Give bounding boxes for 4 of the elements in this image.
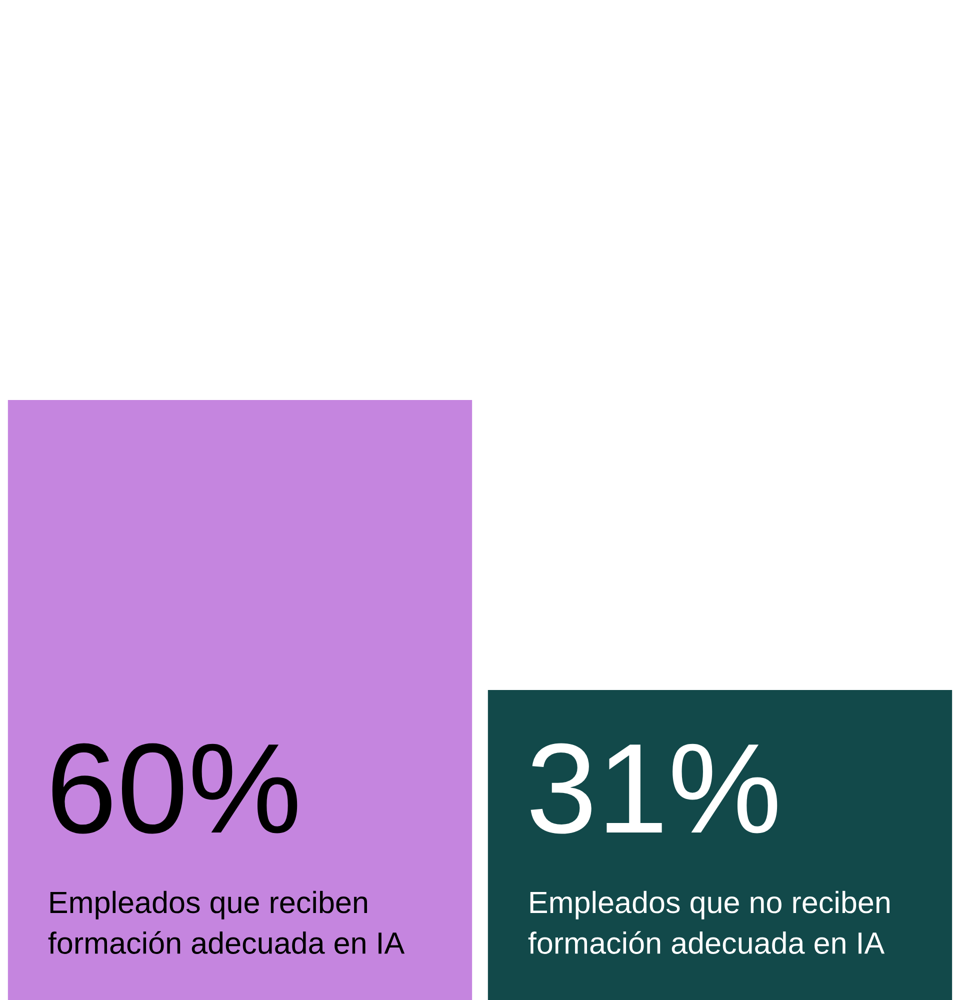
x-tick-label: Empleados que no reciben formación adecuada en IA: [528, 890, 890, 954]
data-label: 31%: [530, 743, 778, 834]
x-tick-label: Empleados que reciben formación adecuada en IA: [48, 890, 405, 954]
data-label: 60%: [52, 743, 298, 834]
